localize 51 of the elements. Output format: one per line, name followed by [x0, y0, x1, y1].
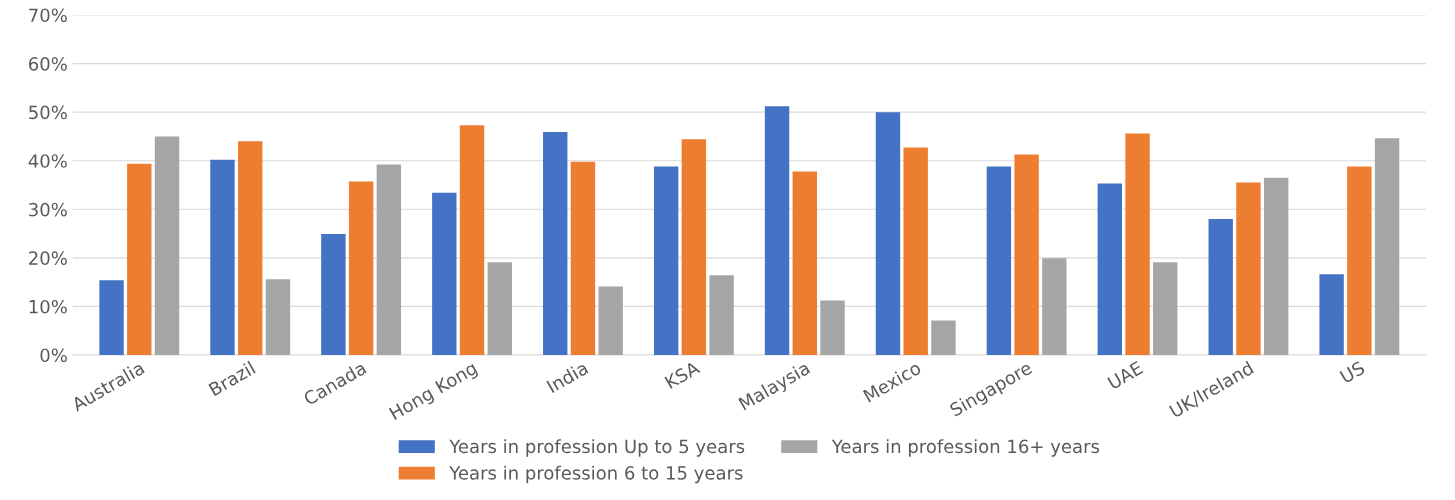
bar — [154, 136, 180, 355]
bar — [1014, 154, 1039, 355]
bar — [820, 300, 845, 355]
y-tick-label: 50% — [29, 105, 67, 120]
bar — [1153, 262, 1178, 355]
bar — [459, 125, 485, 355]
y-tick-label: 70% — [29, 8, 67, 23]
bar — [875, 112, 901, 355]
bar — [1319, 274, 1344, 355]
y-tick-label: 30% — [29, 202, 67, 217]
bar — [1347, 166, 1372, 355]
bar — [986, 166, 1012, 355]
bar — [1042, 258, 1067, 355]
legend-label: Years in profession Up to 5 years — [449, 439, 745, 457]
y-tick-label: 10% — [29, 299, 67, 314]
bar — [931, 320, 956, 355]
bar — [1097, 183, 1122, 355]
bar — [653, 166, 679, 355]
bar — [487, 262, 512, 355]
x-tick-label: India — [546, 360, 589, 394]
legend-label: Years in profession 6 to 15 years — [449, 465, 743, 484]
legend-label: Years in profession 16+ years — [831, 439, 1100, 457]
bar — [681, 139, 707, 355]
bar — [1208, 219, 1233, 355]
bar — [238, 141, 263, 355]
y-tick-label: 20% — [29, 251, 67, 265]
bar — [792, 171, 817, 355]
bar — [903, 147, 928, 355]
bar — [1374, 138, 1400, 355]
bar — [432, 192, 457, 355]
y-tick-label: 60% — [29, 57, 67, 71]
bar — [1125, 133, 1150, 355]
bar — [1236, 182, 1261, 355]
bar — [348, 181, 374, 355]
bar — [543, 132, 568, 355]
bar — [376, 164, 402, 355]
x-tick-label: UAE — [1107, 360, 1144, 390]
bar — [99, 280, 124, 355]
bar — [1263, 177, 1289, 355]
bar — [210, 159, 235, 355]
y-tick-label: 0% — [40, 348, 67, 363]
bar — [127, 163, 152, 355]
x-tick-label: US — [1339, 360, 1366, 384]
y-tick-label: 40% — [28, 154, 67, 168]
bar — [321, 234, 346, 355]
bar — [598, 286, 623, 355]
bar — [709, 275, 734, 355]
bar — [764, 106, 790, 355]
x-tick-label: KSA — [664, 360, 701, 390]
bar — [570, 161, 596, 355]
bar — [265, 279, 291, 355]
